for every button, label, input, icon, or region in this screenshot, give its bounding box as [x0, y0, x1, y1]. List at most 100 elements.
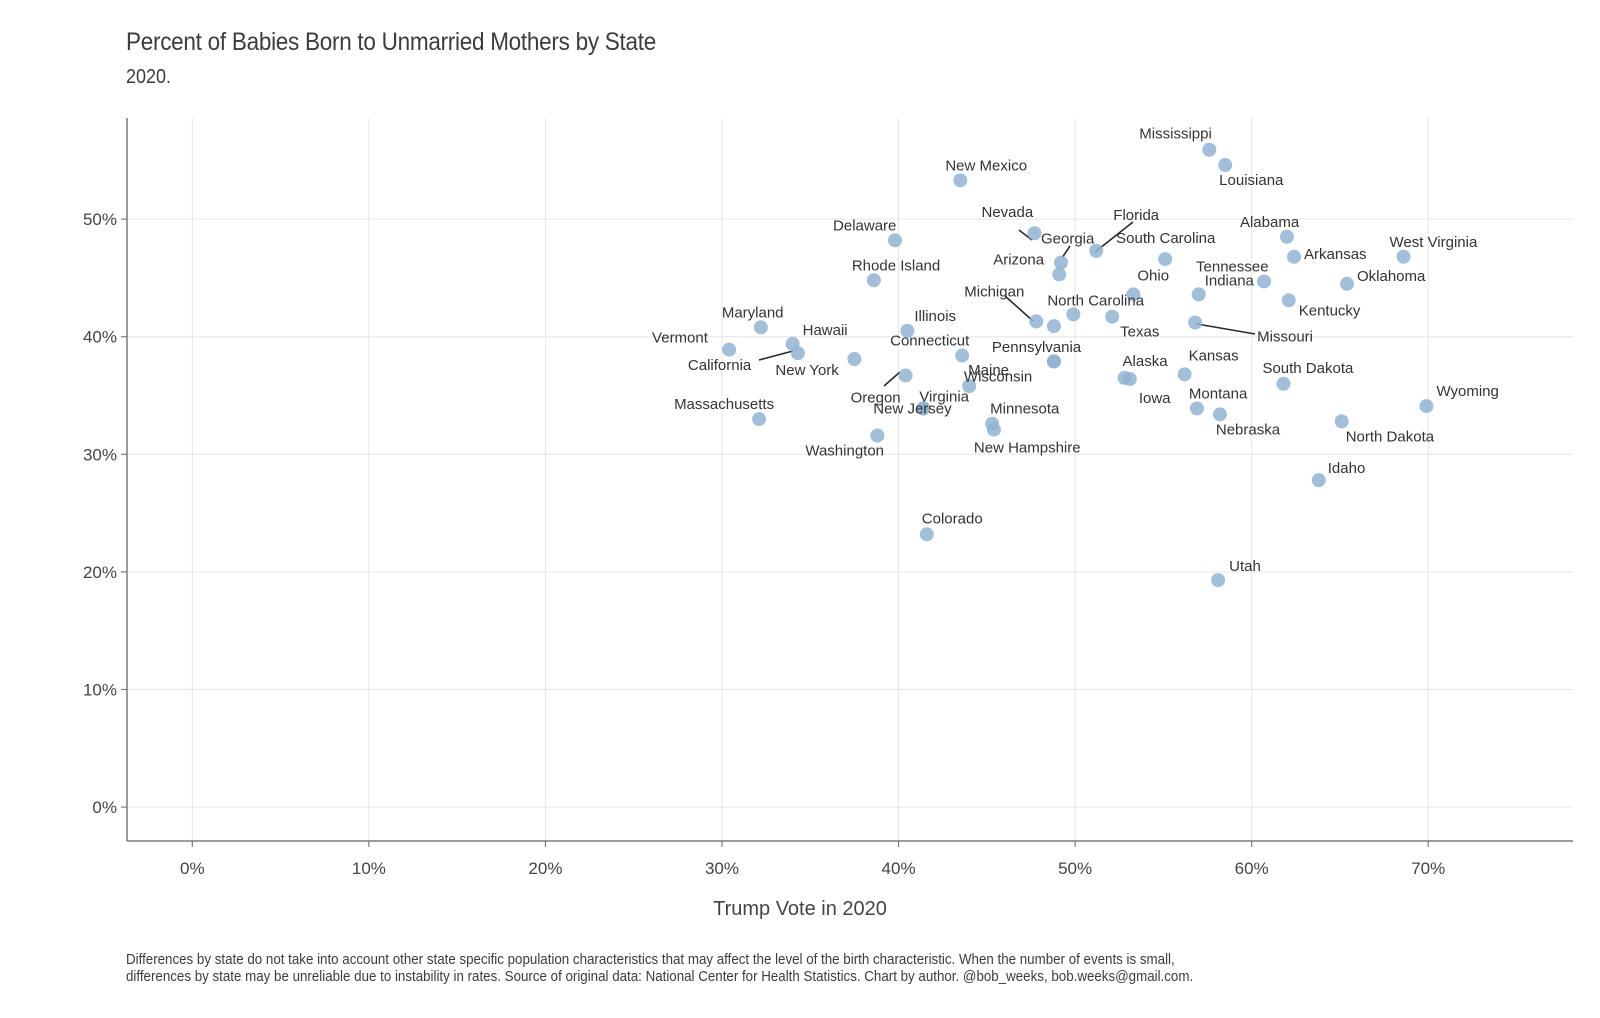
- y-tick-label: 30%: [83, 445, 117, 464]
- point-alabama: [1279, 229, 1294, 244]
- point-indiana: [1191, 287, 1206, 302]
- point-arkansas: [1287, 249, 1302, 264]
- point-delaware: [888, 233, 903, 248]
- point-georgia: [1053, 255, 1068, 270]
- label-indiana: Indiana: [1205, 272, 1255, 289]
- point-nebraska: [1212, 407, 1227, 422]
- x-tick-label: 50%: [1058, 859, 1092, 878]
- point-labels: Mississippi Louisiana New Mexico Nevada Dela…: [652, 126, 1499, 575]
- label-louisiana: Louisiana: [1219, 172, 1284, 189]
- chart-subtitle: 2020.: [126, 66, 172, 88]
- point-louisiana: [1218, 158, 1233, 173]
- label-new-york: New York: [775, 362, 839, 379]
- x-axis-title: Trump Vote in 2020: [713, 898, 887, 920]
- point-ohio: [1126, 287, 1141, 302]
- point-maryland: [753, 320, 768, 335]
- point-west-virginia: [1396, 249, 1411, 264]
- point-florida: [1089, 243, 1104, 258]
- y-tick-label: 40%: [83, 328, 117, 347]
- point-nevada: [1027, 226, 1042, 241]
- leader-michigan: [1004, 295, 1034, 322]
- label-connecticut: Connecticut: [890, 333, 970, 350]
- chart-title: Percent of Babies Born to Unmarried Moth…: [126, 28, 656, 56]
- label-oregon: Oregon: [851, 390, 901, 407]
- point-wisconsin: [1046, 354, 1061, 369]
- label-virginia: Virginia: [919, 388, 969, 405]
- point-washington: [870, 428, 885, 443]
- label-arizona: Arizona: [993, 251, 1045, 268]
- y-tick-label: 20%: [83, 563, 117, 582]
- label-south-carolina: South Carolina: [1116, 230, 1216, 247]
- axes: 0% 10% 20% 30% 40% 50% 60% 70% 0% 10% 20% 30% 40% 50%…: [83, 118, 1573, 920]
- label-ohio: Ohio: [1137, 267, 1169, 284]
- point-connecticut: [955, 348, 970, 363]
- leader-georgia: [1061, 245, 1071, 259]
- label-massachusetts: Massachusetts: [674, 396, 774, 413]
- label-kentucky: Kentucky: [1299, 302, 1361, 319]
- point-vermont: [722, 342, 737, 357]
- point-missouri: [1188, 315, 1203, 330]
- point-michigan: [1029, 314, 1044, 329]
- x-tick-label: 70%: [1411, 859, 1445, 878]
- leader-oregon: [883, 371, 901, 387]
- point-colorado: [919, 527, 934, 542]
- label-vermont: Vermont: [652, 330, 709, 347]
- gridlines: [127, 118, 1573, 841]
- label-georgia: Georgia: [1041, 231, 1095, 248]
- x-tick-label: 40%: [882, 859, 916, 878]
- point-arizona: [1052, 267, 1067, 282]
- label-texas: Texas: [1120, 324, 1159, 341]
- point-south-dakota: [1276, 376, 1291, 391]
- label-hawaii: Hawaii: [803, 322, 848, 339]
- label-nebraska: Nebraska: [1216, 421, 1281, 438]
- label-illinois: Illinois: [914, 308, 956, 325]
- label-arkansas: Arkansas: [1304, 246, 1367, 263]
- point-utah: [1211, 573, 1226, 588]
- y-tick-label: 0%: [92, 798, 117, 817]
- label-west-virginia: West Virginia: [1390, 234, 1478, 251]
- point-tennessee: [1257, 274, 1272, 289]
- label-new-hampshire: New Hampshire: [974, 440, 1081, 457]
- point-north-carolina: [1066, 307, 1081, 322]
- label-delaware: Delaware: [833, 217, 896, 234]
- label-tennessee: Tennessee: [1196, 258, 1269, 275]
- label-pennsylvania: Pennsylvania: [992, 339, 1082, 356]
- label-rhode-island: Rhode Island: [852, 257, 940, 274]
- label-washington: Washington: [805, 442, 884, 459]
- caption-line-1: Differences by state do not take into ac…: [126, 952, 1175, 968]
- point-illinois: [900, 323, 915, 338]
- point-california: [790, 346, 805, 361]
- label-minnesota: Minnesota: [990, 401, 1060, 418]
- point-maine: [962, 379, 977, 394]
- point-massachusetts: [752, 412, 767, 427]
- label-montana: Montana: [1189, 385, 1248, 402]
- point-new-jersey: [916, 401, 931, 416]
- label-wyoming: Wyoming: [1436, 383, 1498, 400]
- point-kentucky: [1281, 293, 1296, 308]
- label-maryland: Maryland: [722, 304, 784, 321]
- label-missouri: Missouri: [1257, 329, 1313, 346]
- point-oklahoma: [1340, 276, 1355, 291]
- label-florida: Florida: [1113, 207, 1160, 224]
- data-points: [722, 142, 1434, 588]
- label-new-mexico: New Mexico: [945, 157, 1027, 174]
- x-tick-label: 10%: [352, 859, 386, 878]
- label-mississippi: Mississippi: [1139, 126, 1212, 143]
- label-wisconsin: Wisconsin: [964, 368, 1032, 385]
- point-montana: [1189, 401, 1204, 416]
- point-south-carolina: [1158, 252, 1173, 267]
- label-utah: Utah: [1229, 558, 1261, 575]
- x-tick-label: 30%: [705, 859, 739, 878]
- point-idaho: [1311, 473, 1326, 488]
- chart-caption: Differences by state do not take into ac…: [126, 952, 1396, 986]
- point-texas: [1105, 309, 1120, 324]
- label-oklahoma: Oklahoma: [1357, 268, 1426, 285]
- label-maine: Maine: [968, 362, 1009, 379]
- y-tick-label: 50%: [83, 210, 117, 229]
- label-north-dakota: North Dakota: [1346, 428, 1435, 445]
- label-leaders: [758, 221, 1256, 387]
- label-iowa: Iowa: [1139, 390, 1171, 407]
- point-pennsylvania: [1046, 319, 1061, 334]
- y-tick-label: 10%: [83, 680, 117, 699]
- label-south-dakota: South Dakota: [1262, 360, 1354, 377]
